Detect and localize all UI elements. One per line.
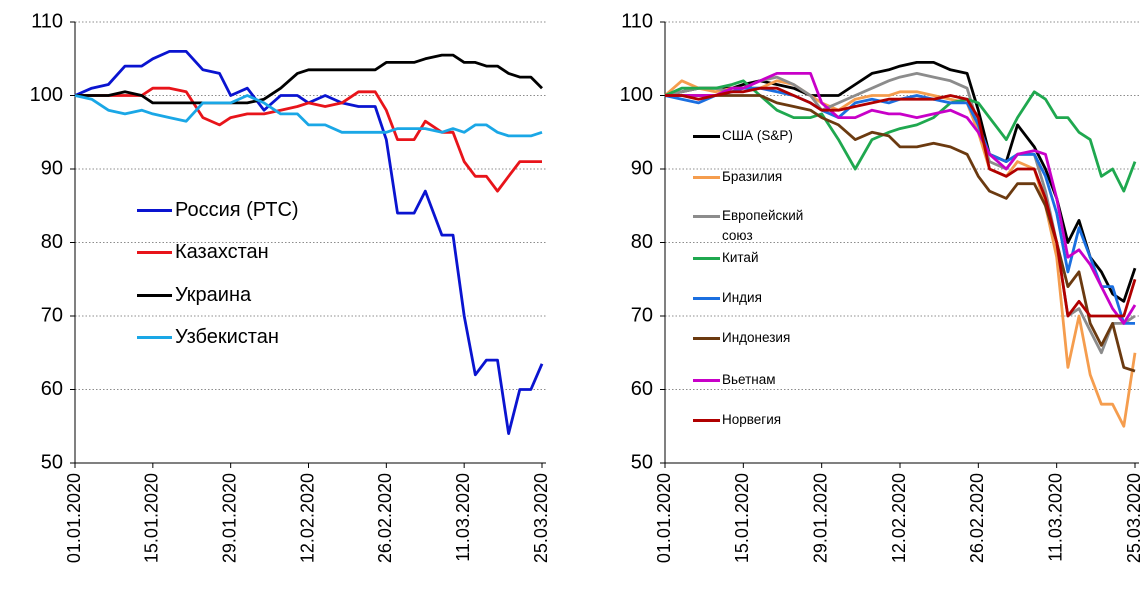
- y-tick-label: 50: [41, 451, 63, 473]
- x-tick-label: 11.03.2020: [453, 473, 473, 562]
- legend-label: Китай: [722, 250, 759, 266]
- legend-label: Украина: [175, 283, 252, 306]
- x-tick-label: 26.02.2020: [967, 473, 987, 563]
- y-tick-label: 60: [631, 378, 653, 400]
- legend-label: Казахстан: [175, 240, 269, 263]
- y-tick-label: 90: [631, 157, 653, 179]
- y-tick-label: 100: [620, 84, 653, 106]
- legend-label: США (S&P): [722, 128, 793, 144]
- legend-label: Европейский союз: [722, 208, 804, 243]
- legend-swatch: [693, 296, 720, 300]
- series-line: [75, 86, 542, 193]
- legend-swatch: [693, 256, 720, 260]
- series-line: [665, 72, 1137, 325]
- y-tick-label: 110: [31, 10, 63, 32]
- legend-label: Бразилия: [722, 169, 783, 185]
- series-line: [664, 86, 1135, 325]
- y-tick-label: 50: [631, 451, 653, 473]
- legend-swatch: [137, 250, 172, 254]
- legend-swatch: [693, 175, 720, 179]
- y-tick-label: 90: [41, 157, 63, 179]
- x-tick-label: 01.01.2020: [64, 473, 84, 563]
- series-line: [665, 86, 1137, 318]
- x-tick-label: 15.01.2020: [142, 473, 162, 563]
- legend-label: Россия (РТС): [175, 198, 299, 221]
- series-line: [74, 50, 544, 435]
- legend-swatch: [693, 418, 720, 422]
- x-tick-label: 29.01.2020: [810, 473, 830, 563]
- legend-swatch: [693, 378, 720, 382]
- y-tick-label: 80: [41, 231, 63, 253]
- x-tick-label: 11.03.2020: [1045, 473, 1065, 562]
- series-line: [664, 61, 1137, 303]
- x-tick-label: 29.01.2020: [219, 473, 239, 563]
- y-tick-label: 60: [41, 378, 63, 400]
- x-tick-label: 26.02.2020: [375, 473, 395, 563]
- legend-swatch: [137, 208, 172, 212]
- y-tick-label: 100: [30, 84, 63, 106]
- series-line: [75, 53, 543, 105]
- legend-swatch: [693, 214, 720, 218]
- series-line: [74, 94, 543, 138]
- x-tick-label: 01.01.2020: [654, 473, 674, 563]
- legend-label: Индия: [722, 290, 762, 306]
- legend-label: Вьетнам: [722, 372, 776, 388]
- y-tick-label: 110: [621, 10, 653, 32]
- legend-label: Узбекистан: [175, 325, 279, 348]
- series-line: [665, 94, 1136, 373]
- x-tick-label: 15.01.2020: [732, 473, 752, 563]
- y-tick-label: 70: [631, 304, 653, 326]
- x-tick-label: 12.02.2020: [297, 473, 317, 563]
- x-tick-label: 25.03.2020: [531, 473, 551, 563]
- legend-label: Норвегия: [722, 412, 782, 428]
- legend-swatch: [137, 335, 172, 339]
- x-tick-label: 25.03.2020: [1124, 473, 1144, 563]
- y-tick-label: 70: [41, 304, 63, 326]
- legend-label: Индонезия: [722, 330, 791, 346]
- legend-swatch: [693, 336, 720, 340]
- x-tick-label: 12.02.2020: [889, 473, 909, 563]
- legend-swatch: [693, 134, 720, 138]
- legend-swatch: [137, 293, 172, 297]
- y-tick-label: 80: [631, 231, 653, 253]
